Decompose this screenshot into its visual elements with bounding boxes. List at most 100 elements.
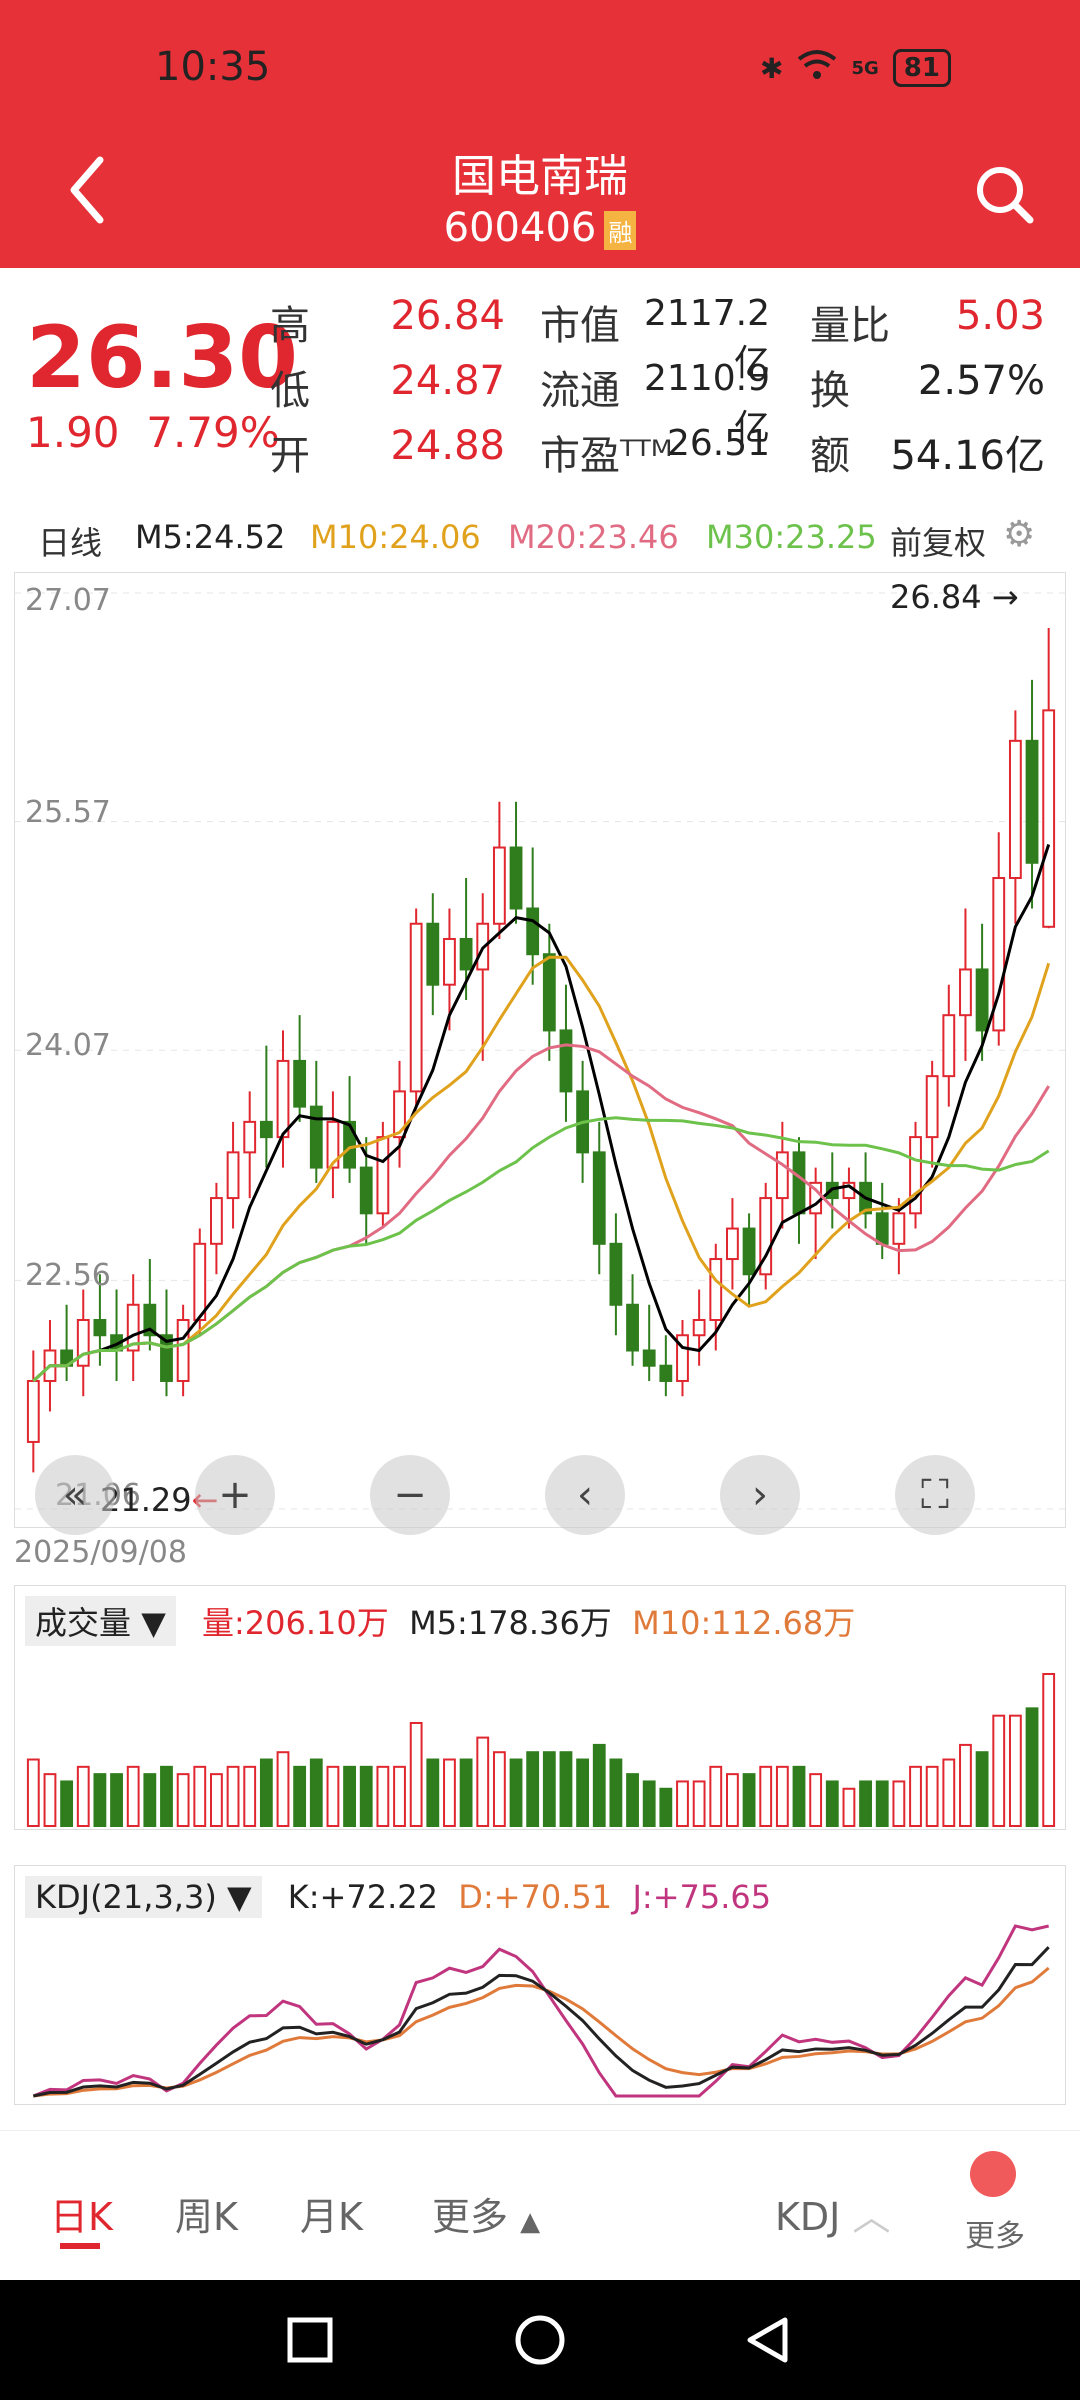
period-label[interactable]: 日线	[38, 524, 103, 562]
volume-value: 量:206.10万	[201, 1604, 389, 1642]
volume-bar	[592, 1743, 606, 1827]
home-icon[interactable]	[515, 2315, 565, 2365]
volume-bar	[925, 1765, 939, 1827]
volume-bar	[775, 1765, 789, 1827]
volume-bar	[26, 1758, 40, 1827]
stock-code-row: 600406 融	[0, 205, 1080, 251]
candle-body	[126, 1303, 140, 1352]
candle-body	[226, 1151, 240, 1200]
tab-day[interactable]: 日K	[50, 2195, 113, 2239]
kdj-legend: KDJ(21,3,3) ▼ K:+72.22 D:+70.51 J:+75.65	[25, 1876, 771, 1918]
settings-icon[interactable]: ⚙	[1003, 514, 1036, 555]
chevron-up-icon: ︿	[852, 2195, 891, 2239]
back-nav-icon[interactable]	[747, 2317, 788, 2363]
candle-body	[792, 1151, 806, 1215]
app-header: 10:35 ✱ 5G 81 国电南瑞 600406 融	[0, 0, 1080, 268]
change-value: 1.90	[26, 408, 120, 457]
kline-chart[interactable]: 27.07 25.57 24.07 22.56 21.06 26.84 → 21…	[14, 572, 1067, 1535]
volume-svg	[26, 1673, 1056, 1828]
candle-body	[276, 1059, 290, 1139]
more-menu-label[interactable]: 更多	[965, 2219, 1025, 2254]
candle-body	[626, 1303, 639, 1352]
candle-body	[892, 1212, 906, 1245]
volume-bar	[692, 1780, 706, 1828]
tab-indicator[interactable]: KDJ ︿	[775, 2186, 891, 2241]
candle-body	[376, 1136, 390, 1215]
open-label: 开	[270, 433, 310, 479]
volume-bar	[226, 1765, 240, 1827]
volume-bar	[875, 1780, 889, 1828]
volume-bar	[609, 1758, 623, 1827]
kdj-panel[interactable]: KDJ(21,3,3) ▼ K:+72.22 D:+70.51 J:+75.65	[14, 1865, 1066, 2105]
more-menu-icon[interactable]	[970, 2151, 1016, 2197]
y-tick-3: 24.07	[25, 1028, 111, 1063]
bluetooth-icon: ✱	[760, 51, 784, 85]
high-marker: 26.84 →	[890, 578, 1019, 616]
volume-bar	[676, 1780, 689, 1828]
tab-week[interactable]: 周K	[175, 2195, 238, 2239]
candle-body	[709, 1258, 723, 1322]
indicator-label: KDJ	[775, 2195, 841, 2239]
candle-body	[1042, 709, 1056, 928]
kdj-dropdown-label: KDJ(21,3,3)	[35, 1878, 217, 1916]
volume-dropdown-label: 成交量	[35, 1604, 132, 1642]
kdj-dropdown[interactable]: KDJ(21,3,3) ▼	[25, 1876, 262, 1918]
zoom-in-button[interactable]: +	[195, 1455, 275, 1535]
tab-underline	[60, 2243, 100, 2249]
candle-body	[909, 1136, 922, 1215]
next-button[interactable]: ›	[720, 1455, 800, 1535]
volume-panel[interactable]: 成交量 ▼ 量:206.10万 M5:178.36万 M10:112.68万	[14, 1585, 1066, 1830]
volume-bar	[43, 1773, 57, 1828]
candle-body	[393, 1090, 406, 1139]
candle-body	[210, 1197, 223, 1245]
volume-bar	[576, 1758, 590, 1827]
volume-bar	[942, 1758, 956, 1827]
tab-more[interactable]: 更多 ▲	[432, 2186, 540, 2241]
kdj-j-line	[32, 1924, 1050, 2098]
recents-icon[interactable]	[287, 2317, 333, 2363]
volume-bar	[276, 1751, 290, 1827]
signal-icon: 5G	[851, 57, 879, 79]
volume-bar	[1008, 1714, 1022, 1827]
wifi-icon	[797, 49, 837, 88]
back-button[interactable]	[60, 150, 120, 230]
candle-body	[659, 1364, 673, 1382]
mktcap-label: 市值	[540, 303, 620, 349]
volume-bar	[892, 1780, 906, 1828]
volume-bar	[93, 1773, 107, 1828]
adjust-label[interactable]: 前复权	[890, 524, 987, 562]
volume-bar	[709, 1765, 723, 1827]
quote-panel: 26.30 1.90 7.79% 高 低 开 26.84 24.87 24.88…	[0, 268, 1080, 498]
prev-button[interactable]: ‹	[545, 1455, 625, 1535]
system-nav-bar	[0, 2280, 1080, 2400]
candle-body	[676, 1334, 689, 1382]
amount-value: 54.16亿	[890, 433, 1045, 479]
low-value: 24.87	[390, 358, 505, 404]
candle-body	[326, 1120, 340, 1169]
rewind-button[interactable]: «	[35, 1455, 115, 1535]
fullscreen-button[interactable]: ⛶	[895, 1455, 975, 1535]
candle-body	[875, 1212, 889, 1245]
y-tick-1: 27.07	[25, 583, 111, 618]
volume-bar	[1025, 1707, 1039, 1827]
volume-bar	[443, 1758, 456, 1827]
float-value: 2110.9亿	[644, 358, 770, 449]
ma-legend: 日线 M5:24.52 M10:24.06 M20:23.46 M30:23.2…	[0, 514, 1080, 568]
volume-dropdown[interactable]: 成交量 ▼	[25, 1596, 176, 1646]
candle-body	[343, 1120, 356, 1169]
candle-body	[1008, 739, 1022, 880]
volume-bar	[176, 1773, 190, 1828]
volume-bar	[193, 1765, 207, 1827]
zoom-out-button[interactable]: −	[370, 1455, 450, 1535]
volume-bar	[110, 1773, 123, 1828]
candle-body	[726, 1227, 739, 1261]
tab-month[interactable]: 月K	[300, 2195, 363, 2239]
kdj-svg	[32, 1924, 1050, 2098]
m5-label: M5:24.52	[135, 518, 286, 556]
volume-bar	[259, 1758, 273, 1827]
candle-body	[642, 1349, 656, 1367]
amount-label: 额	[810, 433, 850, 479]
battery-indicator: 81	[892, 49, 951, 87]
high-label: 高	[270, 303, 310, 349]
search-button[interactable]	[970, 160, 1040, 230]
